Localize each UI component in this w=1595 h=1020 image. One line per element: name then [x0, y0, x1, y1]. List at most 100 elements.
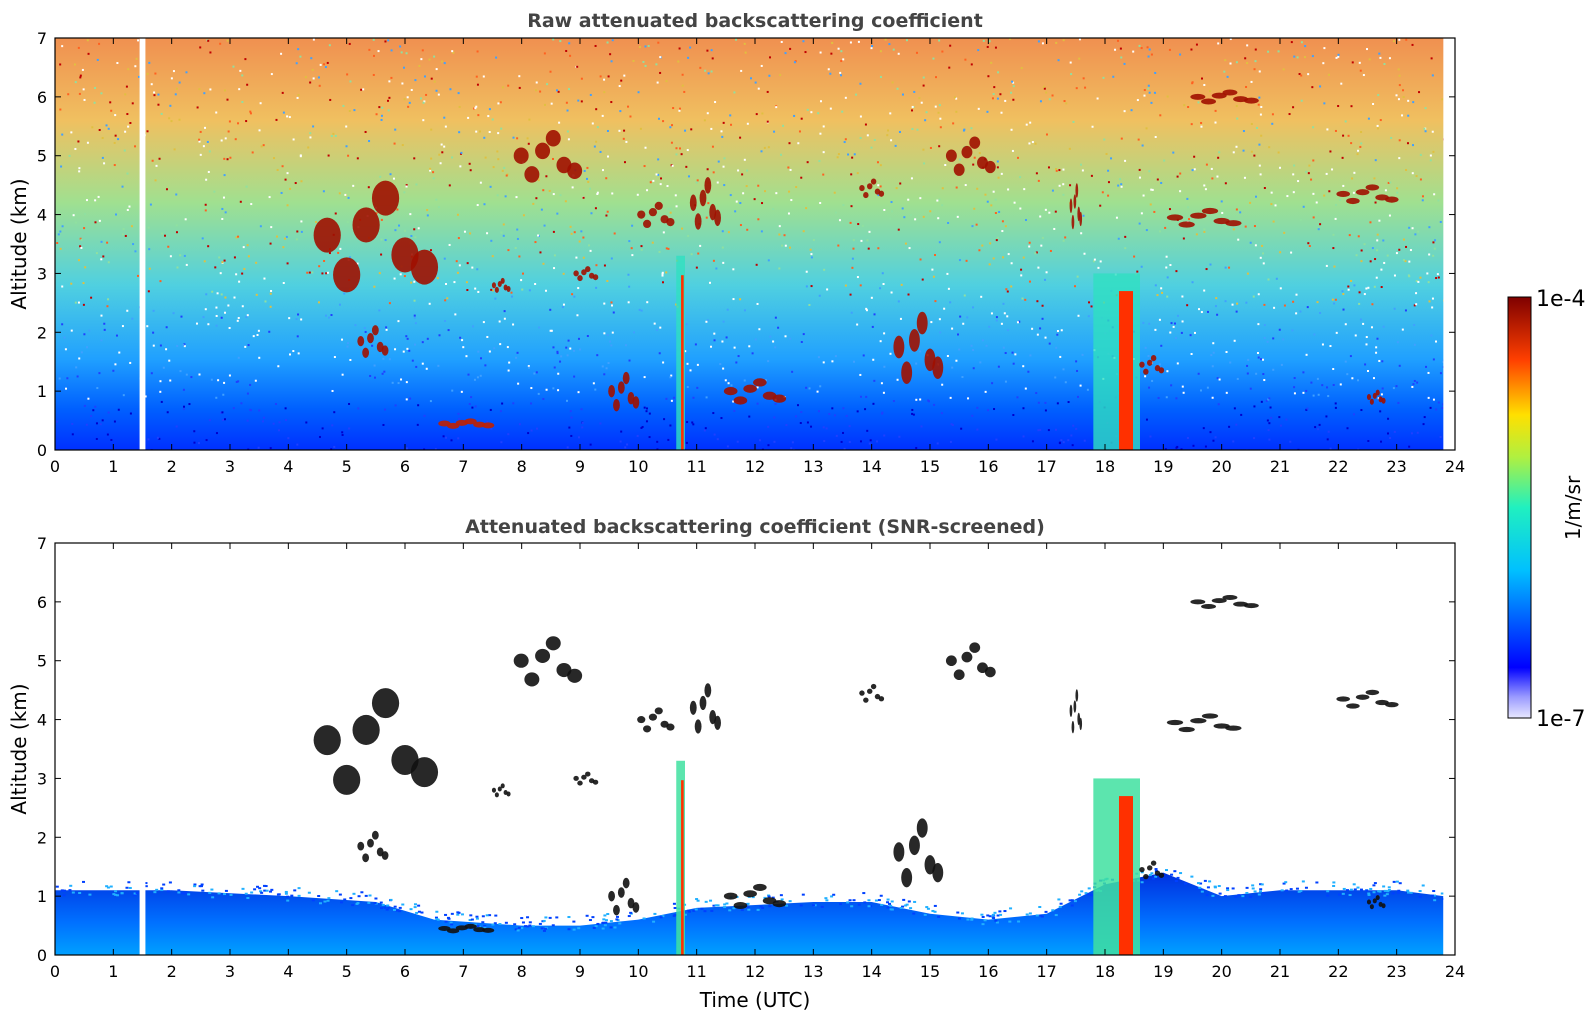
noise-speck	[259, 890, 263, 893]
noise-speck	[80, 246, 83, 249]
noise-speck	[458, 264, 461, 267]
noise-speck	[758, 439, 761, 442]
noise-speck	[1359, 69, 1362, 72]
noise-speck	[244, 892, 248, 895]
noise-speck	[892, 48, 895, 51]
noise-speck	[452, 51, 455, 54]
noise-speck	[1156, 178, 1159, 181]
noise-speck	[1221, 211, 1224, 214]
noise-speck	[1415, 292, 1418, 295]
noise-speck	[1409, 249, 1412, 252]
noise-speck	[1071, 444, 1074, 447]
noise-speck	[1263, 187, 1266, 190]
noise-speck	[1004, 225, 1007, 228]
noise-speck	[1422, 423, 1425, 426]
noise-speck	[934, 300, 937, 303]
noise-speck	[201, 889, 205, 892]
cloud-segment	[953, 669, 965, 681]
noise-speck	[1245, 85, 1248, 88]
noise-speck	[434, 916, 438, 919]
noise-speck	[1200, 888, 1204, 891]
noise-speck	[1034, 252, 1037, 255]
noise-speck	[695, 898, 699, 901]
noise-speck	[1124, 247, 1127, 250]
noise-speck	[1217, 42, 1220, 45]
noise-speck	[135, 891, 139, 894]
noise-speck	[1035, 914, 1039, 917]
noise-speck	[375, 212, 378, 215]
noise-speck	[1388, 214, 1391, 217]
noise-speck	[421, 362, 424, 365]
noise-speck	[932, 275, 935, 278]
noise-speck	[101, 419, 104, 422]
noise-speck	[1154, 284, 1157, 287]
noise-speck	[150, 372, 153, 375]
noise-speck	[122, 228, 125, 231]
noise-speck	[957, 333, 960, 336]
noise-speck	[611, 39, 614, 42]
noise-speck	[1341, 290, 1344, 293]
noise-speck	[1211, 894, 1215, 897]
cloud-segment	[1158, 367, 1165, 374]
noise-speck	[1044, 278, 1047, 281]
noise-speck	[981, 923, 985, 926]
noise-speck	[870, 146, 873, 149]
noise-speck	[483, 926, 487, 929]
noise-speck	[256, 333, 259, 336]
precip-column	[676, 255, 685, 450]
noise-speck	[328, 252, 331, 255]
noise-speck	[410, 88, 413, 91]
noise-speck	[516, 137, 519, 140]
noise-speck	[1340, 82, 1343, 85]
noise-speck	[1257, 293, 1260, 296]
noise-speck	[789, 337, 792, 340]
noise-speck	[835, 434, 838, 437]
noise-speck	[147, 290, 150, 293]
noise-speck	[1154, 868, 1158, 871]
noise-speck	[896, 87, 899, 90]
cloud-segment	[772, 900, 787, 908]
cloud-segment	[1385, 196, 1399, 203]
noise-speck	[594, 925, 598, 928]
noise-speck	[1008, 920, 1012, 923]
noise-speck	[1381, 360, 1384, 363]
noise-speck	[281, 91, 284, 94]
noise-speck	[1369, 887, 1373, 890]
noise-speck	[1051, 909, 1055, 912]
noise-speck	[1424, 130, 1427, 133]
cloud-segment	[1201, 604, 1217, 610]
noise-speck	[400, 51, 403, 54]
noise-speck	[551, 924, 555, 927]
noise-speck	[124, 130, 127, 133]
noise-speck	[309, 81, 312, 84]
noise-speck	[953, 96, 956, 99]
noise-speck	[889, 217, 892, 220]
noise-speck	[785, 424, 788, 427]
noise-speck	[685, 165, 688, 168]
noise-speck	[152, 331, 155, 334]
noise-speck	[853, 153, 856, 156]
noise-speck	[83, 98, 86, 101]
noise-speck	[460, 151, 463, 154]
noise-speck	[603, 373, 606, 376]
cloud-segment	[367, 838, 374, 848]
noise-speck	[1397, 889, 1401, 892]
noise-speck	[1254, 48, 1257, 51]
noise-speck	[1312, 216, 1315, 219]
noise-speck	[577, 99, 580, 102]
noise-speck	[443, 116, 446, 119]
noise-speck	[368, 894, 372, 897]
noise-speck	[901, 93, 904, 96]
noise-speck	[203, 260, 206, 263]
noise-speck	[1176, 445, 1179, 448]
cloud-segment	[1201, 207, 1219, 215]
noise-speck	[984, 390, 987, 393]
noise-speck	[498, 923, 502, 926]
noise-speck	[435, 68, 438, 71]
noise-speck	[1187, 106, 1190, 109]
noise-speck	[623, 161, 626, 164]
noise-speck	[476, 204, 479, 207]
cloud-segment	[513, 653, 529, 668]
noise-speck	[195, 322, 198, 325]
cloud-segment	[643, 725, 652, 733]
